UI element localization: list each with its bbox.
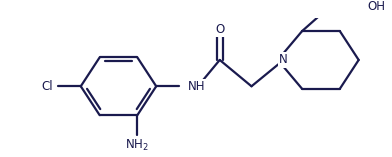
Text: O: O — [215, 23, 224, 36]
Text: NH$_2$: NH$_2$ — [125, 137, 149, 153]
Text: N: N — [279, 53, 288, 66]
Text: OH: OH — [368, 0, 386, 13]
Text: NH: NH — [188, 80, 205, 93]
Text: Cl: Cl — [42, 80, 53, 93]
